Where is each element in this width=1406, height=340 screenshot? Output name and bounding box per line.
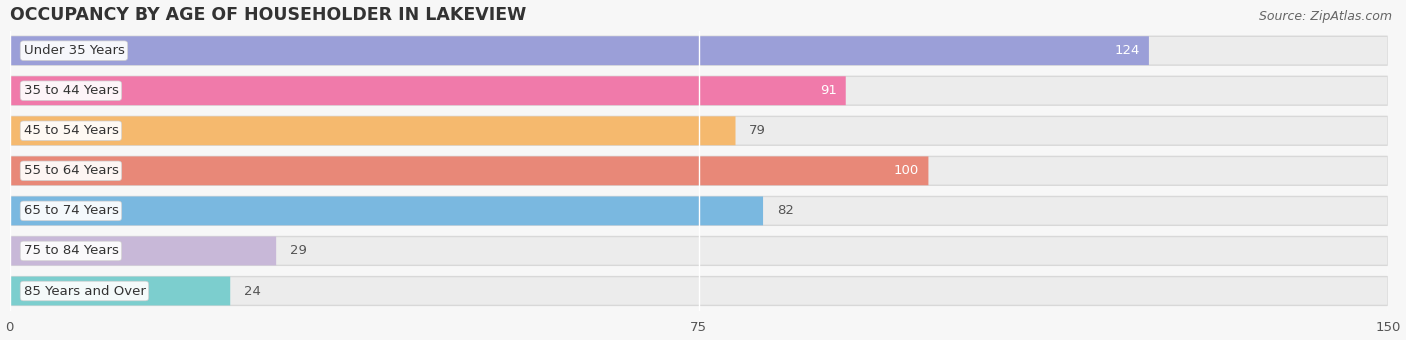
Text: 55 to 64 Years: 55 to 64 Years [24,164,118,177]
Text: 100: 100 [894,164,920,177]
FancyBboxPatch shape [10,197,1388,225]
FancyBboxPatch shape [10,156,928,185]
Text: 35 to 44 Years: 35 to 44 Years [24,84,118,97]
FancyBboxPatch shape [10,276,1388,305]
FancyBboxPatch shape [10,156,1388,185]
Text: 124: 124 [1115,44,1140,57]
FancyBboxPatch shape [10,197,763,225]
FancyBboxPatch shape [10,36,1149,65]
Text: 45 to 54 Years: 45 to 54 Years [24,124,118,137]
FancyBboxPatch shape [10,76,846,105]
Text: 82: 82 [778,204,794,217]
Text: 29: 29 [290,244,307,257]
Text: Under 35 Years: Under 35 Years [24,44,124,57]
FancyBboxPatch shape [10,76,1388,105]
Text: Source: ZipAtlas.com: Source: ZipAtlas.com [1258,10,1392,23]
FancyBboxPatch shape [10,237,1388,265]
Text: 85 Years and Over: 85 Years and Over [24,285,145,298]
Text: OCCUPANCY BY AGE OF HOUSEHOLDER IN LAKEVIEW: OCCUPANCY BY AGE OF HOUSEHOLDER IN LAKEV… [10,5,526,23]
Text: 75 to 84 Years: 75 to 84 Years [24,244,118,257]
Text: 79: 79 [749,124,766,137]
FancyBboxPatch shape [10,276,231,305]
Text: 91: 91 [820,84,837,97]
FancyBboxPatch shape [10,116,1388,145]
Text: 24: 24 [245,285,262,298]
FancyBboxPatch shape [10,36,1388,65]
Text: 65 to 74 Years: 65 to 74 Years [24,204,118,217]
FancyBboxPatch shape [10,237,276,265]
FancyBboxPatch shape [10,116,735,145]
